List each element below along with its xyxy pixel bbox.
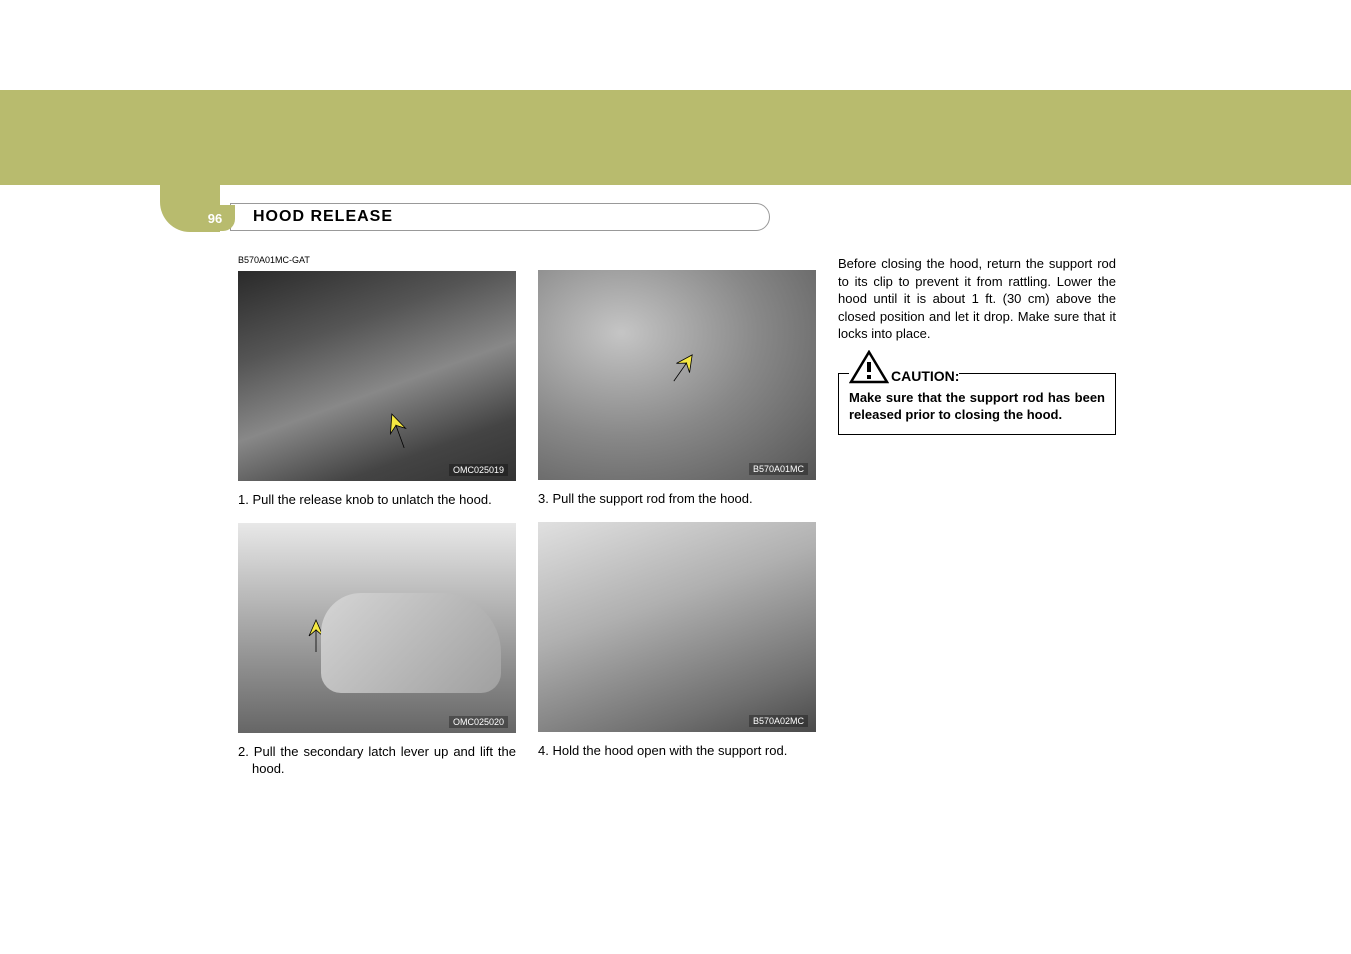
header-band	[0, 90, 1351, 185]
figure-label: B570A01MC	[749, 463, 808, 475]
figure-release-knob: OMC025019	[238, 271, 516, 481]
arrow-icon	[383, 411, 413, 451]
figure-label: OMC025020	[449, 716, 508, 728]
arrow-icon	[303, 618, 329, 654]
step-3-text: 3. Pull the support rod from the hood.	[538, 490, 816, 508]
warning-icon	[849, 350, 891, 386]
closing-instructions: Before closing the hood, return the supp…	[838, 255, 1116, 343]
caution-text: Make sure that the support rod has been …	[849, 390, 1105, 424]
arrow-icon	[668, 350, 698, 386]
figure-secondary-latch: OMC025020	[238, 523, 516, 733]
figure-label: B570A02MC	[749, 715, 808, 727]
figure-hold-hood: B570A02MC	[538, 522, 816, 732]
step-4-text: 4. Hold the hood open with the support r…	[538, 742, 816, 760]
page-number: 96	[208, 211, 222, 226]
column-2: B570A01MC 3. Pull the support rod from t…	[538, 255, 816, 792]
step-1-text: 1. Pull the release knob to unlatch the …	[238, 491, 516, 509]
caution-box: CAUTION: Make sure that the support rod …	[838, 373, 1116, 435]
column-3: Before closing the hood, return the supp…	[838, 255, 1116, 792]
page-number-bubble: 96	[195, 205, 235, 231]
page-title: HOOD RELEASE	[253, 208, 393, 226]
step-2-text: 2. Pull the secondary latch lever up and…	[238, 743, 516, 778]
caution-label: CAUTION:	[891, 368, 959, 384]
reference-code: B570A01MC-GAT	[238, 255, 516, 265]
content-area: B570A01MC-GAT OMC025019 1. Pull the rele…	[238, 255, 1118, 792]
caution-header: CAUTION:	[849, 350, 1105, 386]
figure-label: OMC025019	[449, 464, 508, 476]
title-bubble: HOOD RELEASE	[230, 203, 770, 231]
column-1: B570A01MC-GAT OMC025019 1. Pull the rele…	[238, 255, 516, 792]
figure-support-rod-pull: B570A01MC	[538, 270, 816, 480]
